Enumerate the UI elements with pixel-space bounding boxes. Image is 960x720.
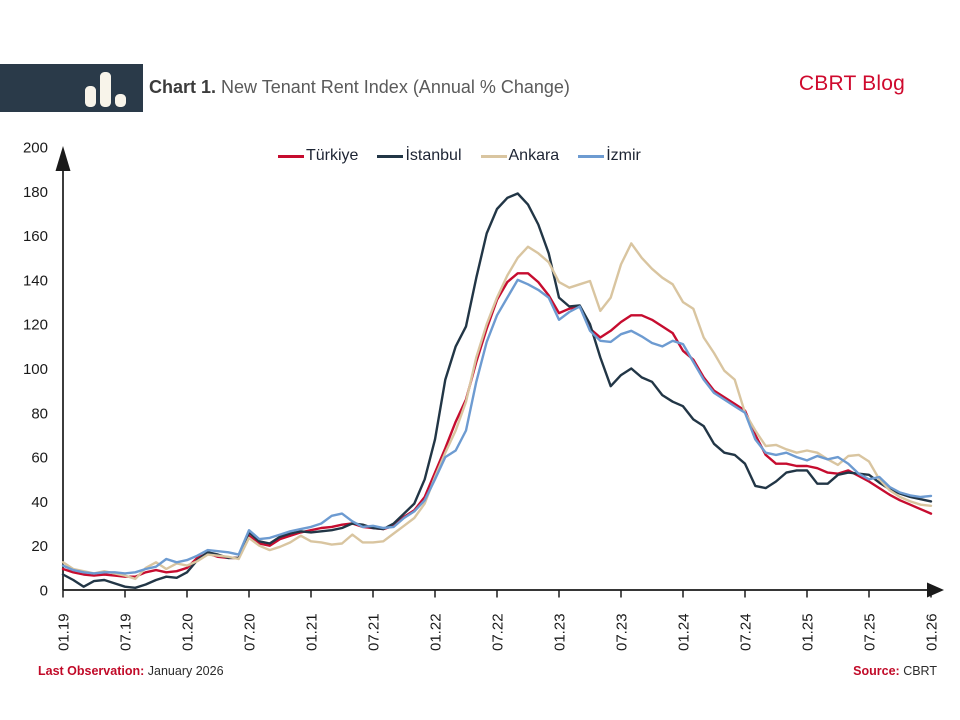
legend-item-istanbul: İstanbul <box>377 147 462 165</box>
y-tick-label: 60 <box>31 450 48 467</box>
x-tick-label: 01.25 <box>800 613 817 651</box>
y-tick-label: 120 <box>23 317 48 334</box>
bar-chart-icon <box>85 72 126 107</box>
series-line-izmir <box>61 278 933 575</box>
x-tick-label: 07.20 <box>242 613 259 651</box>
y-tick-label: 140 <box>23 272 48 289</box>
legend-item-izmir: İzmir <box>578 147 641 165</box>
legend-swatch-istanbul <box>377 154 404 158</box>
blog-brand: CBRT Blog <box>798 72 905 95</box>
legend-label-ankara: Ankara <box>508 147 560 164</box>
x-tick-label: 01.26 <box>924 613 941 651</box>
series-line-ankara <box>61 242 933 581</box>
x-tick-label: 01.19 <box>56 613 73 651</box>
y-tick-label: 0 <box>40 583 48 600</box>
last-observation-label: Last Observation: <box>38 664 145 678</box>
source-value: CBRT <box>903 664 937 678</box>
legend: Türkiye İstanbul Ankara İzmir <box>278 147 641 165</box>
x-tick-label: 07.25 <box>862 613 879 651</box>
legend-item-turkiye: Türkiye <box>278 147 358 165</box>
legend-label-turkiye: Türkiye <box>306 147 359 164</box>
series-line-istanbul <box>61 192 933 589</box>
footer-source: Source: CBRT <box>853 664 937 678</box>
y-tick-label: 160 <box>23 228 48 245</box>
x-tick-label: 07.19 <box>118 613 135 651</box>
y-axis-arrow-icon <box>55 146 71 171</box>
x-tick-label: 01.24 <box>676 613 693 651</box>
chart-title-prefix: Chart 1. <box>149 77 217 97</box>
chart-title-text: New Tenant Rent Index (Annual % Change) <box>221 77 570 97</box>
x-axis-arrow-icon <box>927 582 944 598</box>
x-tick-label: 01.20 <box>180 613 197 651</box>
y-tick-label: 20 <box>31 538 48 555</box>
legend-item-ankara: Ankara <box>480 147 560 165</box>
legend-label-istanbul: İstanbul <box>405 147 462 164</box>
chart-title: Chart 1. New Tenant Rent Index (Annual % … <box>149 77 570 98</box>
footer-last-observation: Last Observation: January 2026 <box>38 664 224 678</box>
y-tick-label: 180 <box>23 184 48 201</box>
last-observation-value: January 2026 <box>147 664 224 678</box>
x-tick-label: 01.23 <box>552 613 569 651</box>
series-line-turkiye <box>61 272 933 578</box>
y-tick-label: 200 <box>23 140 48 157</box>
legend-label-izmir: İzmir <box>606 147 641 164</box>
source-label: Source: <box>853 664 900 678</box>
x-tick-label: 07.24 <box>738 613 755 651</box>
x-tick-label: 01.21 <box>304 613 321 651</box>
x-tick-label: 07.21 <box>366 613 383 651</box>
legend-swatch-izmir <box>578 154 605 158</box>
x-tick-label: 07.23 <box>614 613 631 651</box>
logo <box>0 64 143 112</box>
y-tick-label: 40 <box>31 494 48 511</box>
x-tick-label: 07.22 <box>490 613 507 651</box>
legend-swatch-turkiye <box>278 154 304 158</box>
x-tick-label: 01.22 <box>428 613 445 651</box>
legend-swatch-ankara <box>480 154 507 158</box>
y-tick-label: 80 <box>31 405 48 422</box>
y-tick-label: 100 <box>23 361 48 378</box>
